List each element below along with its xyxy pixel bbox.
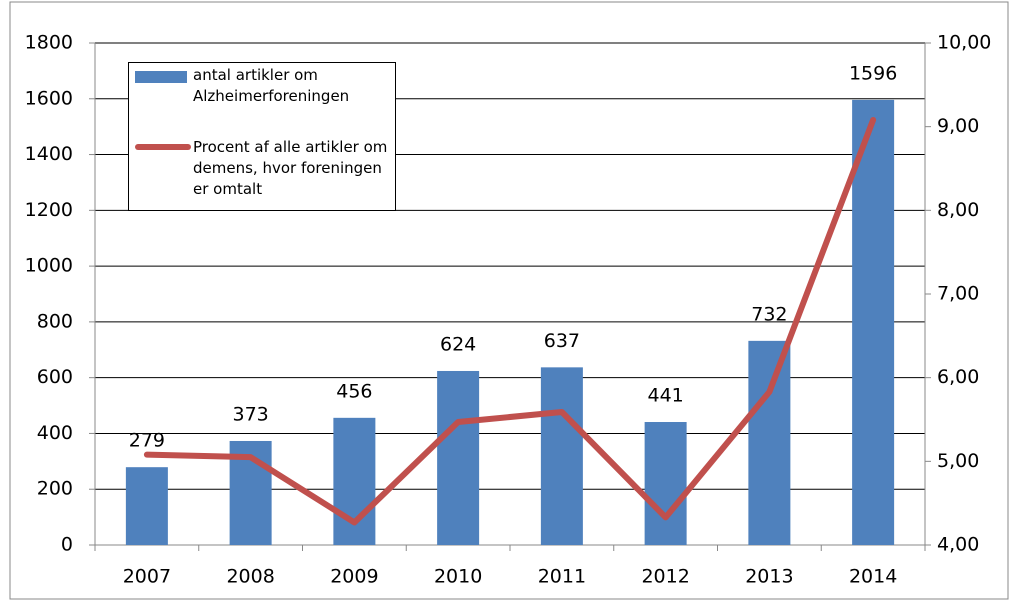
data-label: 456: [336, 380, 372, 402]
bar: [333, 417, 376, 545]
data-label: 1596: [849, 62, 897, 84]
x-tick-label: 2014: [849, 566, 897, 588]
y2-tick-label: 5,00: [937, 450, 979, 472]
legend: antal artikler om Alzheimerforeningen Pr…: [128, 62, 396, 211]
bar: [748, 340, 791, 545]
y2-tick-label: 10,00: [937, 32, 991, 54]
bar: [644, 422, 687, 545]
x-tick-label: 2007: [123, 566, 171, 588]
legend-label: antal artikler om Alzheimerforeningen: [193, 66, 350, 105]
y2-tick-label: 9,00: [937, 115, 979, 137]
data-label: 637: [544, 330, 580, 352]
y-tick-label: 600: [37, 366, 73, 388]
y2-tick-label: 6,00: [937, 366, 979, 388]
bar: [125, 467, 168, 545]
y2-tick-label: 4,00: [937, 534, 979, 556]
chart-border: [9, 1, 1009, 600]
bar: [852, 99, 895, 545]
x-tick-label: 2010: [434, 566, 482, 588]
x-tick-label: 2009: [330, 566, 378, 588]
bar: [540, 367, 583, 545]
x-tick-label: 2008: [226, 566, 274, 588]
data-label: 732: [751, 303, 787, 325]
y-tick-label: 0: [61, 534, 73, 556]
bar: [437, 370, 480, 545]
x-tick-label: 2011: [538, 566, 586, 588]
legend-line: [135, 144, 191, 150]
data-label: 373: [232, 403, 268, 425]
x-tick-label: 2012: [641, 566, 689, 588]
legend-label: Procent af alle artikler om demens, hvor…: [193, 138, 388, 198]
y-tick-label: 1400: [25, 143, 73, 165]
y-tick-label: 1800: [25, 32, 73, 54]
x-tick-label: 2013: [745, 566, 793, 588]
data-label: 441: [647, 385, 683, 407]
y-tick-label: 1200: [25, 199, 73, 221]
legend-swatch: [135, 71, 187, 83]
data-label: 279: [129, 430, 165, 452]
y-tick-label: 800: [37, 310, 73, 332]
y-tick-label: 400: [37, 422, 73, 444]
line: [143, 116, 877, 526]
data-label: 624: [440, 333, 476, 355]
y2-tick-label: 7,00: [937, 283, 979, 305]
y-tick-label: 1600: [25, 87, 73, 109]
y2-tick-label: 8,00: [937, 199, 979, 221]
y-tick-label: 200: [37, 478, 73, 500]
y-tick-label: 1000: [25, 255, 73, 277]
